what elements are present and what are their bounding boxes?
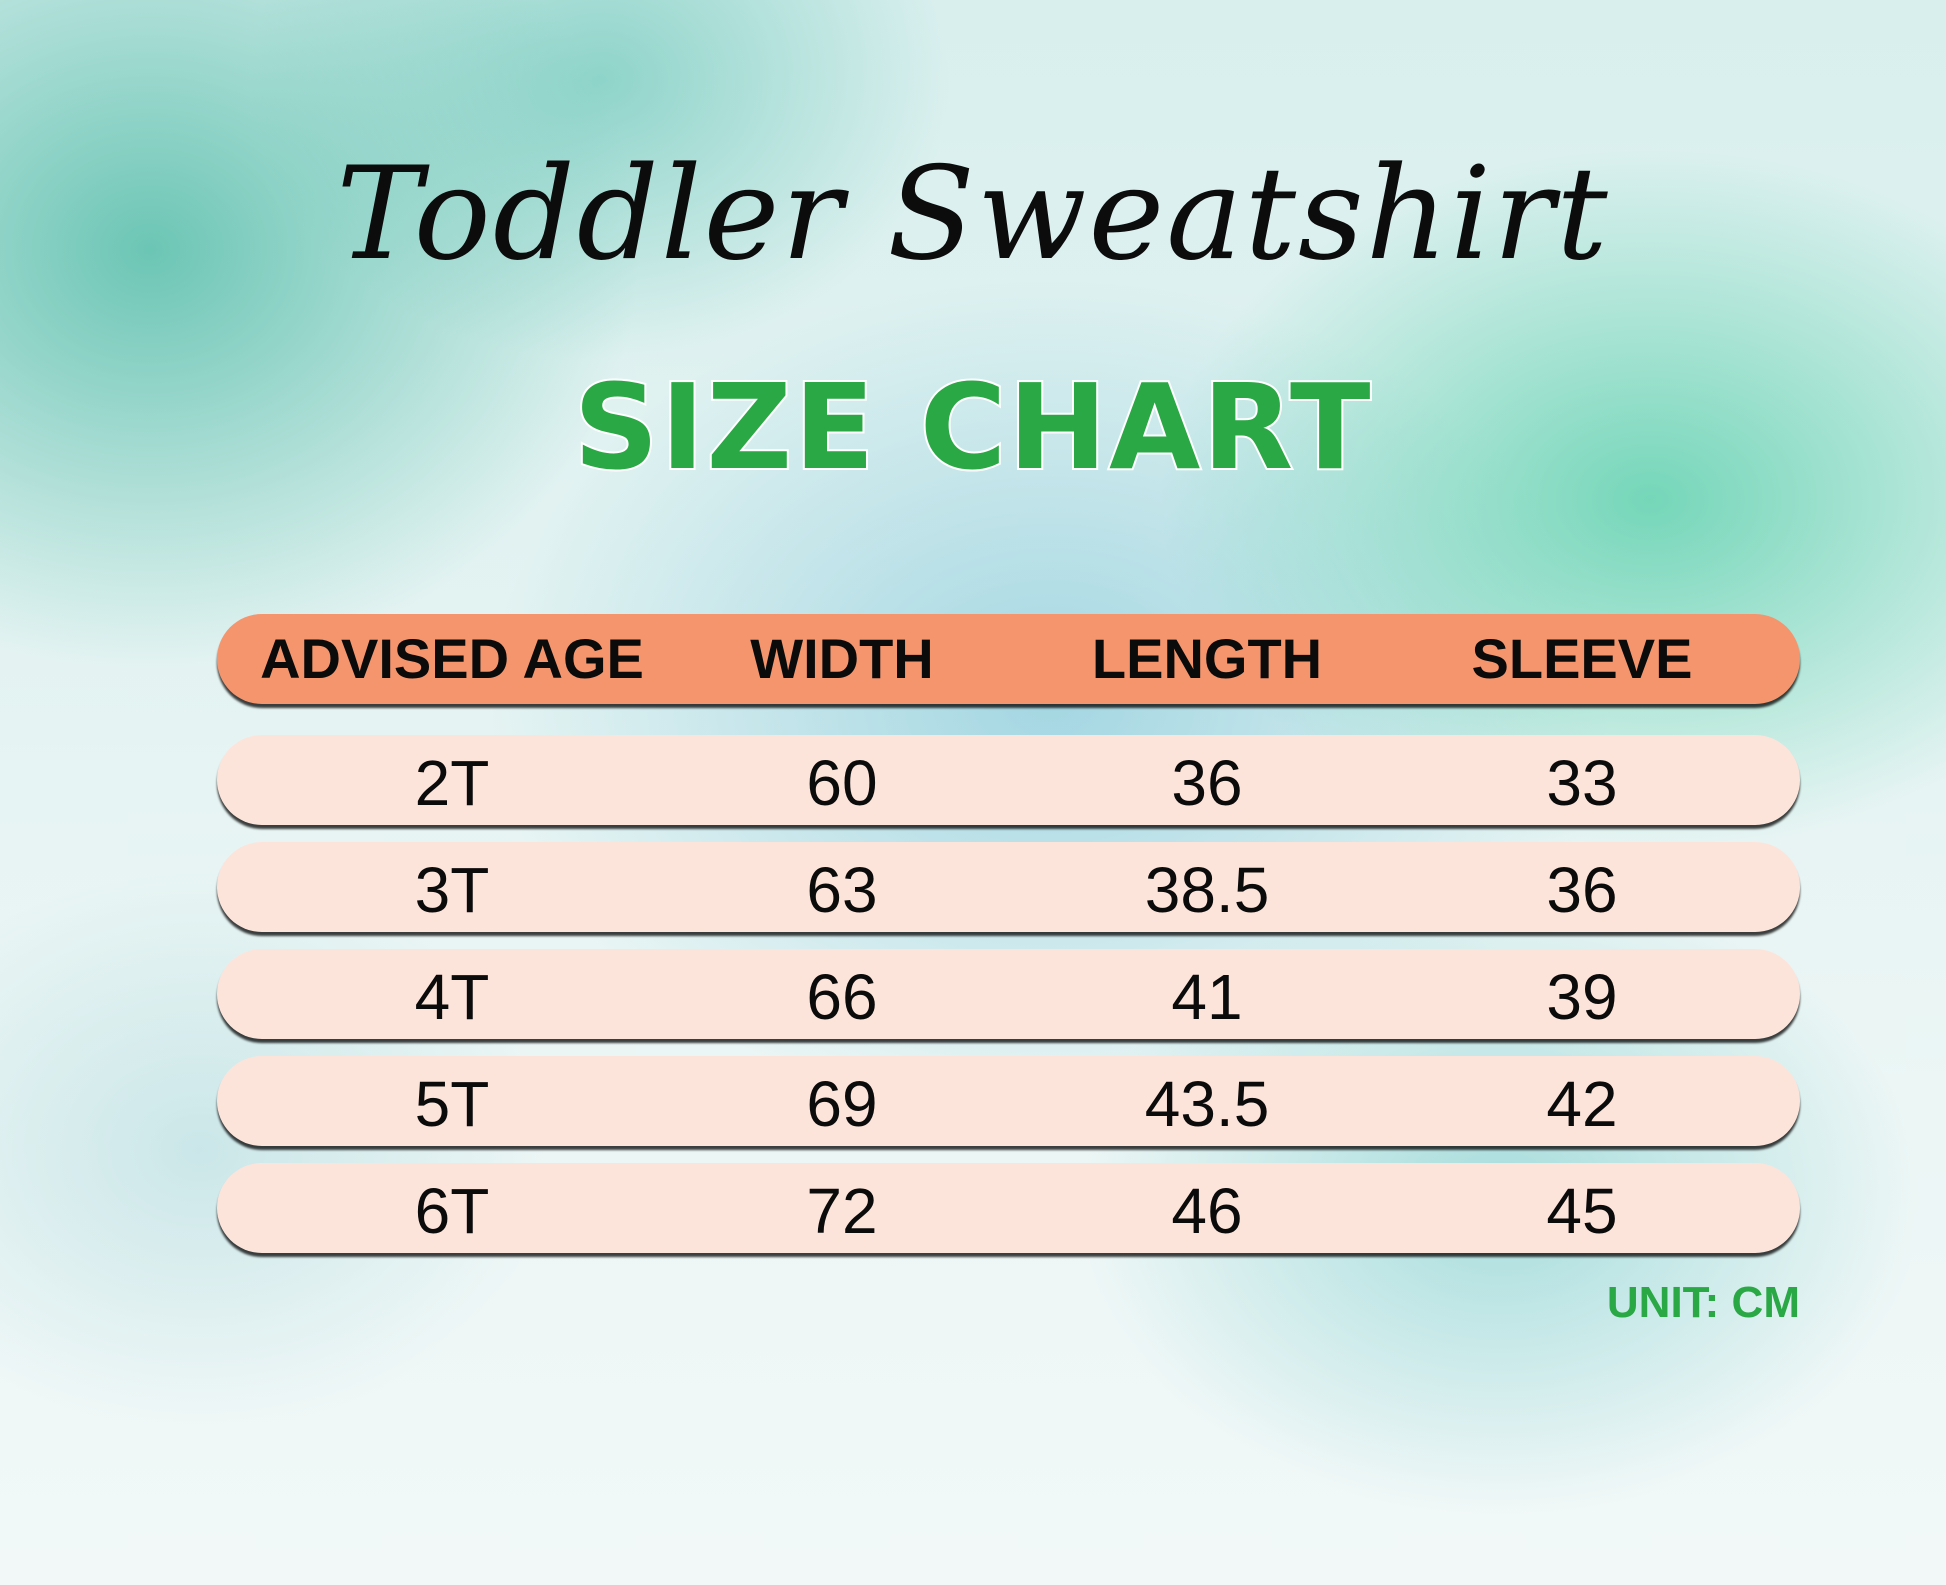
page-subtitle: SIZE CHART: [572, 358, 1373, 496]
header-length: LENGTH: [1091, 627, 1323, 690]
cell-width: 60: [806, 747, 878, 819]
header-advised-age: ADVISED AGE: [260, 627, 644, 690]
cell-width: 69: [806, 1068, 878, 1140]
cell-sleeve: 33: [1546, 747, 1618, 819]
cell-length: 41: [1171, 961, 1243, 1033]
cell-sleeve: 39: [1546, 961, 1618, 1033]
unit-label: UNIT: CM: [1606, 1278, 1800, 1327]
table-row: 4T 66 41 39: [217, 949, 1800, 1039]
table-row: 2T 60 36 33: [217, 735, 1800, 825]
table-row: 3T 63 38.5 36: [217, 842, 1800, 932]
page-title: Toddler Sweatshirt: [336, 140, 1610, 289]
header-sleeve: SLEEVE: [1471, 627, 1693, 690]
cell-width: 72: [806, 1175, 878, 1247]
cell-length: 46: [1171, 1175, 1243, 1247]
cell-sleeve: 42: [1546, 1068, 1618, 1140]
header-width: WIDTH: [750, 627, 934, 690]
table-header: ADVISED AGE WIDTH LENGTH SLEEVE: [217, 614, 1800, 704]
cell-age: 4T: [414, 961, 490, 1033]
cell-age: 6T: [414, 1175, 490, 1247]
cell-length: 43.5: [1144, 1068, 1270, 1140]
cell-age: 2T: [414, 747, 490, 819]
cell-length: 36: [1171, 747, 1243, 819]
cell-sleeve: 45: [1546, 1175, 1618, 1247]
cell-age: 3T: [414, 854, 490, 926]
cell-width: 66: [806, 961, 878, 1033]
cell-age: 5T: [414, 1068, 490, 1140]
cell-sleeve: 36: [1546, 854, 1618, 926]
table-row: 5T 69 43.5 42: [217, 1056, 1800, 1146]
cell-length: 38.5: [1144, 854, 1270, 926]
cell-width: 63: [806, 854, 878, 926]
table-row: 6T 72 46 45: [217, 1163, 1800, 1253]
